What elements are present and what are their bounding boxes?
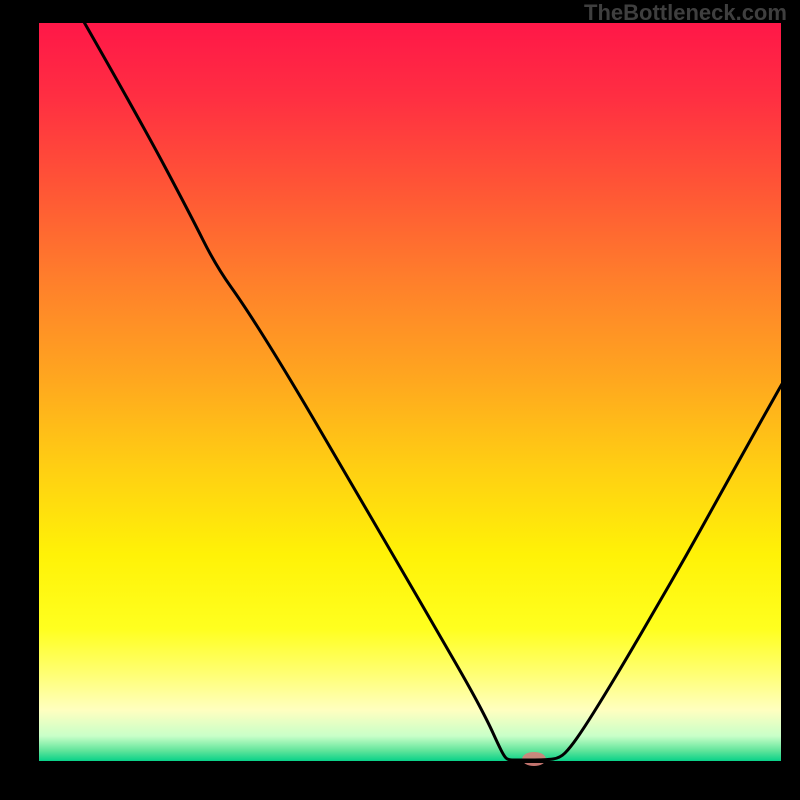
watermark-text: TheBottleneck.com [584, 0, 787, 26]
plot-background [38, 22, 782, 762]
bottleneck-chart [0, 0, 800, 800]
chart-stage: TheBottleneck.com [0, 0, 800, 800]
